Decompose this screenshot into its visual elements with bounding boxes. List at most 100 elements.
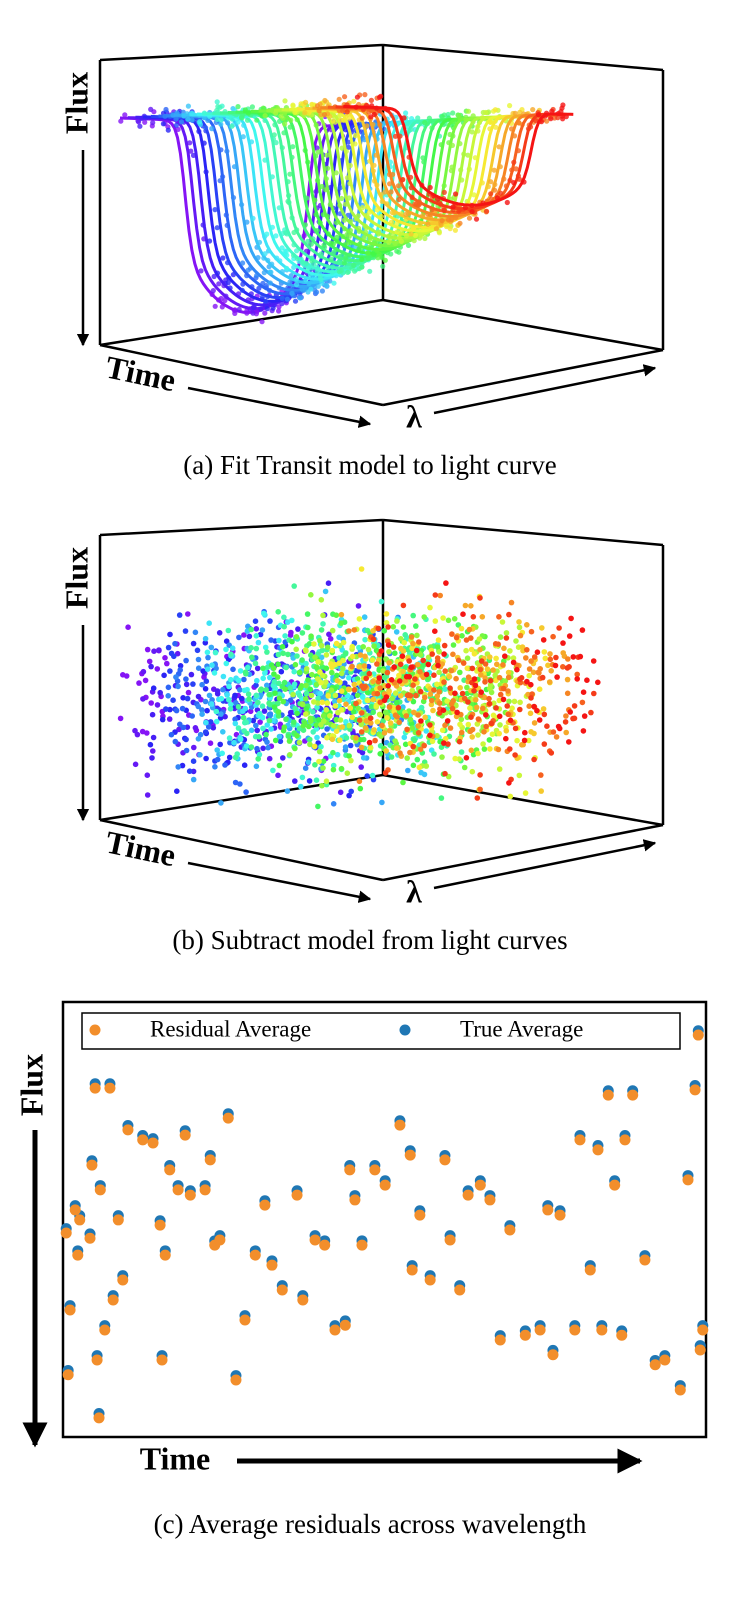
residual-point xyxy=(406,658,413,664)
residual-point xyxy=(392,690,399,696)
observation-point xyxy=(396,235,402,241)
residual-point xyxy=(413,692,419,699)
residual-point xyxy=(394,618,400,624)
residual-point xyxy=(247,708,254,715)
observation-point xyxy=(267,280,273,286)
residual-point xyxy=(397,661,404,668)
residual-point xyxy=(566,664,572,670)
residual-point xyxy=(186,768,193,774)
box-edge xyxy=(99,518,384,537)
observation-point xyxy=(313,211,319,218)
residual-point xyxy=(553,654,559,661)
residual-point xyxy=(250,717,257,724)
observation-point xyxy=(259,294,265,300)
observation-point xyxy=(408,231,414,237)
residual-point xyxy=(255,699,261,706)
residual-point xyxy=(441,651,447,657)
residual-point xyxy=(302,720,308,726)
residual-point xyxy=(468,646,475,653)
observation-point xyxy=(249,284,255,290)
observation-point xyxy=(394,229,400,235)
observation-point xyxy=(173,122,179,128)
observation-point xyxy=(419,182,425,188)
observation-point xyxy=(445,111,451,118)
residual-point xyxy=(280,650,287,657)
residual-point xyxy=(179,705,186,712)
residual-point xyxy=(462,602,469,609)
residual-point xyxy=(460,611,466,617)
residual-point xyxy=(469,726,476,733)
residual-point xyxy=(333,612,340,618)
residual-point xyxy=(438,744,445,750)
residual-point xyxy=(259,627,266,633)
residual-point xyxy=(535,669,541,676)
residual-point xyxy=(199,707,205,713)
observation-point xyxy=(417,221,423,227)
observation-point xyxy=(285,198,291,204)
residual-point xyxy=(177,721,183,728)
residual-point xyxy=(478,689,485,695)
observation-point xyxy=(451,119,457,125)
data-point xyxy=(554,1209,566,1221)
residual-point xyxy=(245,691,252,697)
residual-point xyxy=(316,717,322,723)
residual-point xyxy=(471,688,477,694)
residual-point xyxy=(422,694,428,701)
residual-point xyxy=(338,611,345,618)
residual-point xyxy=(528,695,534,701)
observation-point xyxy=(231,164,238,170)
data-point xyxy=(462,1189,474,1201)
residual-point xyxy=(332,703,339,709)
residual-point xyxy=(258,686,265,692)
residual-point xyxy=(517,676,523,682)
residual-point xyxy=(289,638,295,645)
residual-point xyxy=(256,710,263,717)
residual-point xyxy=(380,718,386,724)
observation-point xyxy=(309,258,315,264)
residual-point xyxy=(216,630,223,636)
data-point xyxy=(62,1369,74,1381)
observation-point xyxy=(408,185,415,191)
residual-point xyxy=(359,710,365,716)
residual-point xyxy=(415,730,422,736)
observation-point xyxy=(309,101,315,107)
observation-point xyxy=(329,269,335,275)
residual-point xyxy=(541,649,548,655)
observation-point xyxy=(165,127,171,133)
residual-point xyxy=(275,700,281,707)
residual-point xyxy=(516,624,523,631)
residual-point xyxy=(307,686,314,693)
residual-point xyxy=(343,735,350,741)
residual-point xyxy=(402,632,409,638)
residual-point xyxy=(500,662,506,668)
residual-point xyxy=(149,711,156,718)
residual-point xyxy=(384,715,390,721)
residual-point xyxy=(448,667,455,674)
residual-point xyxy=(313,777,320,783)
residual-point xyxy=(243,789,249,795)
residual-point xyxy=(531,756,537,763)
residual-point xyxy=(253,763,260,770)
observation-point xyxy=(344,109,350,115)
observation-point xyxy=(244,310,250,316)
observation-point xyxy=(457,141,463,147)
observation-point xyxy=(262,157,268,163)
residual-point xyxy=(199,711,205,717)
residual-point xyxy=(241,632,247,638)
observation-point xyxy=(436,230,442,236)
residual-point xyxy=(222,762,228,768)
residual-point xyxy=(279,644,286,650)
observation-point xyxy=(387,236,393,242)
residual-point xyxy=(430,707,436,714)
residual-point xyxy=(531,720,538,726)
observation-point xyxy=(447,131,453,138)
residual-point xyxy=(302,647,309,653)
observation-point xyxy=(254,117,260,123)
observation-point xyxy=(272,122,278,128)
residual-point xyxy=(447,725,454,731)
data-point xyxy=(199,1184,211,1196)
residual-point xyxy=(342,744,349,750)
residual-point xyxy=(407,716,414,723)
residual-point xyxy=(556,625,562,631)
observation-point xyxy=(364,204,370,210)
